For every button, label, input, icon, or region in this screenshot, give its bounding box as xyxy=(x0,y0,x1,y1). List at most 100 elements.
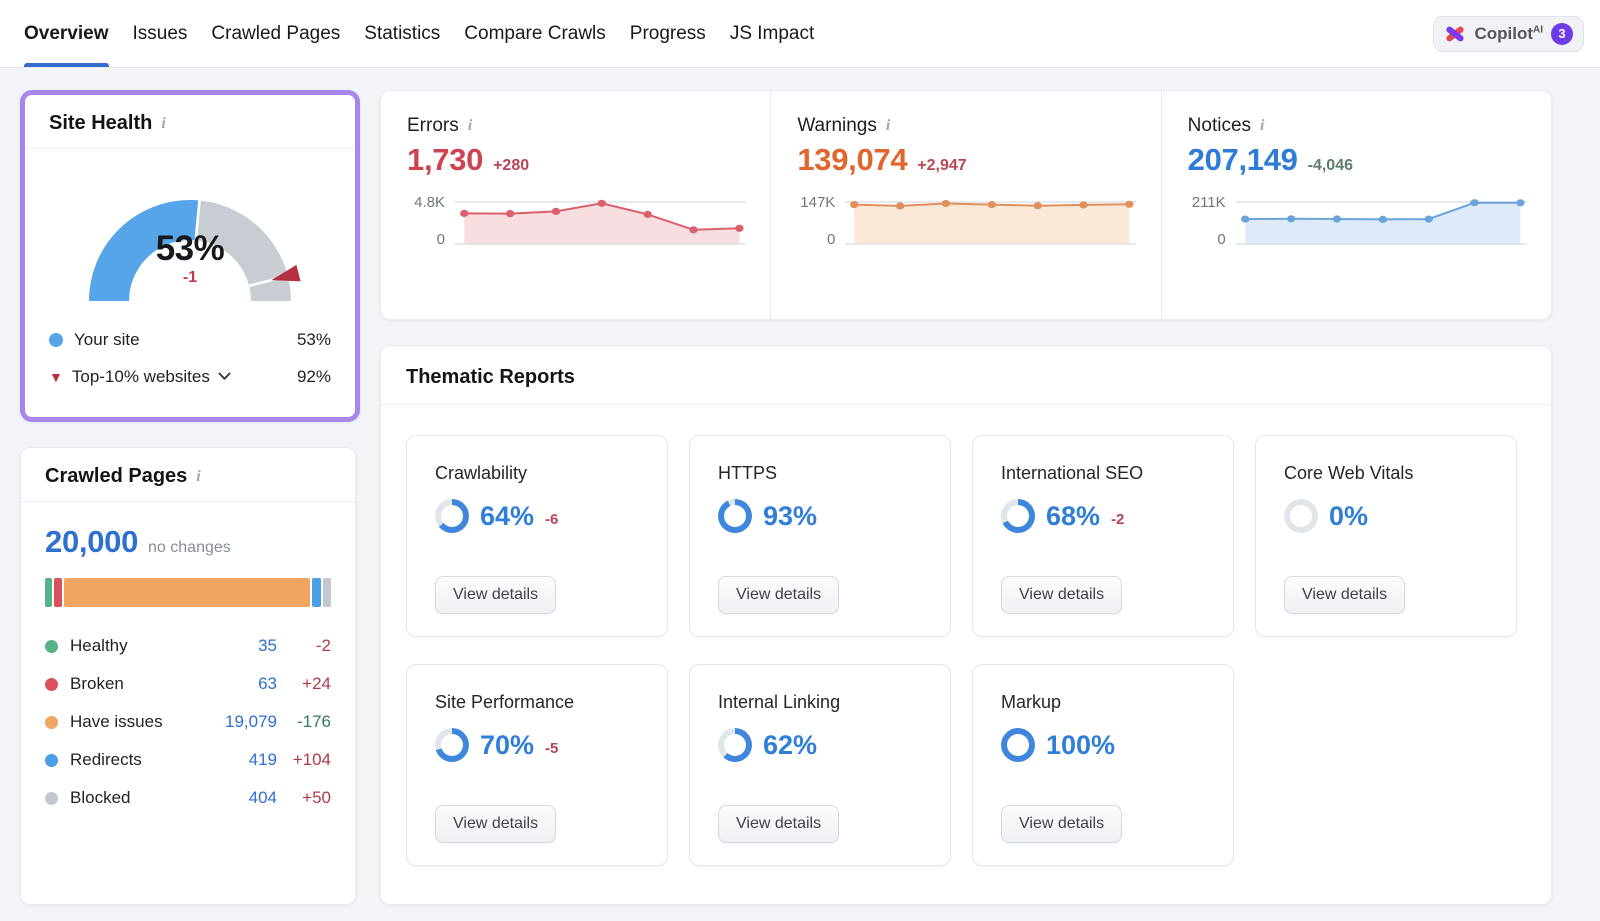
row-delta: +24 xyxy=(302,674,331,693)
progress-ring-icon xyxy=(1001,728,1035,762)
errors-stat: Errors i 1,730 +280 4.8K 0 xyxy=(381,91,770,319)
top-nav: Overview Issues Crawled Pages Statistics… xyxy=(0,0,1600,68)
report-name: HTTPS xyxy=(718,463,778,483)
info-icon[interactable]: i xyxy=(1260,117,1265,134)
tab-label: Statistics xyxy=(364,22,441,44)
row-delta: -2 xyxy=(315,636,331,655)
info-icon[interactable]: i xyxy=(161,114,166,132)
row-label: Redirects xyxy=(70,750,142,769)
row-value: 19,079 xyxy=(225,712,277,731)
crawled-total: 20,000 xyxy=(45,524,139,559)
report-tile-markup: Markup 100% View details xyxy=(972,664,1234,866)
progress-ring-icon xyxy=(435,499,469,533)
gauge-arc xyxy=(65,169,315,314)
report-tile-core-web-vitals: Core Web Vitals 0% View details xyxy=(1255,435,1517,637)
report-name: Crawlability xyxy=(435,463,528,483)
tab-label: Compare Crawls xyxy=(464,22,606,44)
pages-distribution-bar xyxy=(45,578,331,607)
errors-value: 1,730 xyxy=(407,142,484,177)
gray-dot-icon xyxy=(45,791,58,805)
copilot-label: CopilotAI xyxy=(1474,23,1543,43)
tab-statistics[interactable]: Statistics xyxy=(364,0,440,67)
tab-label: Issues xyxy=(132,22,188,44)
crawled-pages-card: Crawled Pages i 20,000 no changes Health… xyxy=(20,447,356,905)
y-axis-max: 147K xyxy=(800,194,836,211)
thematic-reports-card: Thematic Reports Crawlability 64% -6 Vie… xyxy=(380,345,1552,905)
report-score: 62% xyxy=(763,729,818,760)
report-name: International SEO xyxy=(1001,463,1144,483)
site-health-card: Site Health i 53% -1 Your site 53% ▼ Top… xyxy=(20,90,360,422)
site-health-score: 53% xyxy=(155,229,225,268)
progress-ring-icon xyxy=(435,728,469,762)
warnings-value: 139,074 xyxy=(797,142,908,177)
view-details-button[interactable]: View details xyxy=(435,576,557,614)
report-name: Site Performance xyxy=(435,692,575,712)
tab-progress[interactable]: Progress xyxy=(630,0,706,67)
tab-crawled-pages[interactable]: Crawled Pages xyxy=(211,0,340,67)
view-details-button[interactable]: View details xyxy=(1284,576,1406,614)
tab-overview[interactable]: Overview xyxy=(24,0,109,67)
report-score: 100% xyxy=(1046,729,1116,760)
row-blocked: Blocked 404 +50 xyxy=(45,779,331,817)
warnings-sparkline xyxy=(845,194,1137,248)
red-triangle-icon: ▼ xyxy=(49,368,63,385)
view-details-button[interactable]: View details xyxy=(718,805,840,843)
row-healthy: Healthy 35 -2 xyxy=(45,627,331,665)
row-value: 63 xyxy=(258,674,277,693)
site-health-gauge: 53% -1 xyxy=(65,169,315,309)
copilot-badge: 3 xyxy=(1551,22,1573,45)
notices-label: Notices xyxy=(1187,115,1252,136)
tab-label: Overview xyxy=(24,22,109,44)
y-axis-min: 0 xyxy=(436,231,445,248)
report-delta: -2 xyxy=(1111,510,1125,528)
red-dot-icon xyxy=(45,677,58,691)
report-score: 68% xyxy=(1046,500,1101,531)
crawled-pages-legend: Healthy 35 -2 Broken 63 +24 Have issues … xyxy=(45,627,331,817)
legend-label: Top-10% websites xyxy=(71,366,210,386)
row-delta: +104 xyxy=(292,750,331,769)
legend-your-site: Your site 53% xyxy=(49,321,331,358)
site-health-header: Site Health i xyxy=(25,95,355,149)
report-delta: -5 xyxy=(545,739,559,757)
view-details-button[interactable]: View details xyxy=(1001,805,1123,843)
row-value: 419 xyxy=(248,750,277,769)
errors-label: Errors xyxy=(407,115,459,136)
report-score: 64% xyxy=(480,500,535,531)
legend-value: 53% xyxy=(296,329,331,349)
notices-sparkline xyxy=(1235,194,1527,248)
report-name: Internal Linking xyxy=(718,692,841,712)
info-icon[interactable]: i xyxy=(885,117,891,134)
site-health-delta: -1 xyxy=(182,269,198,286)
report-score: 93% xyxy=(763,500,818,531)
tab-js-impact[interactable]: JS Impact xyxy=(730,0,814,67)
copilot-button[interactable]: CopilotAI 3 xyxy=(1433,15,1584,52)
info-icon[interactable]: i xyxy=(467,117,473,134)
report-score: 0% xyxy=(1329,500,1369,531)
warnings-label: Warnings xyxy=(797,115,877,136)
bar-segment-healthy xyxy=(45,578,52,607)
row-label: Healthy xyxy=(70,636,128,655)
progress-ring-icon xyxy=(1284,499,1318,533)
tab-issues[interactable]: Issues xyxy=(133,0,188,67)
tab-label: Crawled Pages xyxy=(211,22,341,44)
report-name: Core Web Vitals xyxy=(1284,463,1414,483)
tab-label: Progress xyxy=(629,22,706,44)
report-tile-https: HTTPS 93% View details xyxy=(689,435,951,637)
report-score: 70% xyxy=(480,729,535,760)
chevron-down-icon[interactable] xyxy=(218,372,231,381)
view-details-button[interactable]: View details xyxy=(718,576,840,614)
view-details-button[interactable]: View details xyxy=(435,805,557,843)
row-delta: +50 xyxy=(302,788,331,807)
report-tile-internal-linking: Internal Linking 62% View details xyxy=(689,664,951,866)
blue-dot-icon xyxy=(45,753,58,767)
orange-dot-icon xyxy=(45,715,58,729)
crawled-change-note: no changes xyxy=(148,539,231,556)
tab-compare-crawls[interactable]: Compare Crawls xyxy=(464,0,605,67)
report-tile-international-seo: International SEO 68% -2 View details xyxy=(972,435,1234,637)
bar-segment-broken xyxy=(53,578,62,607)
copilot-ai-superscript: AI xyxy=(1533,23,1543,35)
view-details-button[interactable]: View details xyxy=(1001,576,1123,614)
errors-delta: +280 xyxy=(493,157,530,174)
info-icon[interactable]: i xyxy=(196,467,201,485)
copilot-logo-icon xyxy=(1444,23,1466,45)
